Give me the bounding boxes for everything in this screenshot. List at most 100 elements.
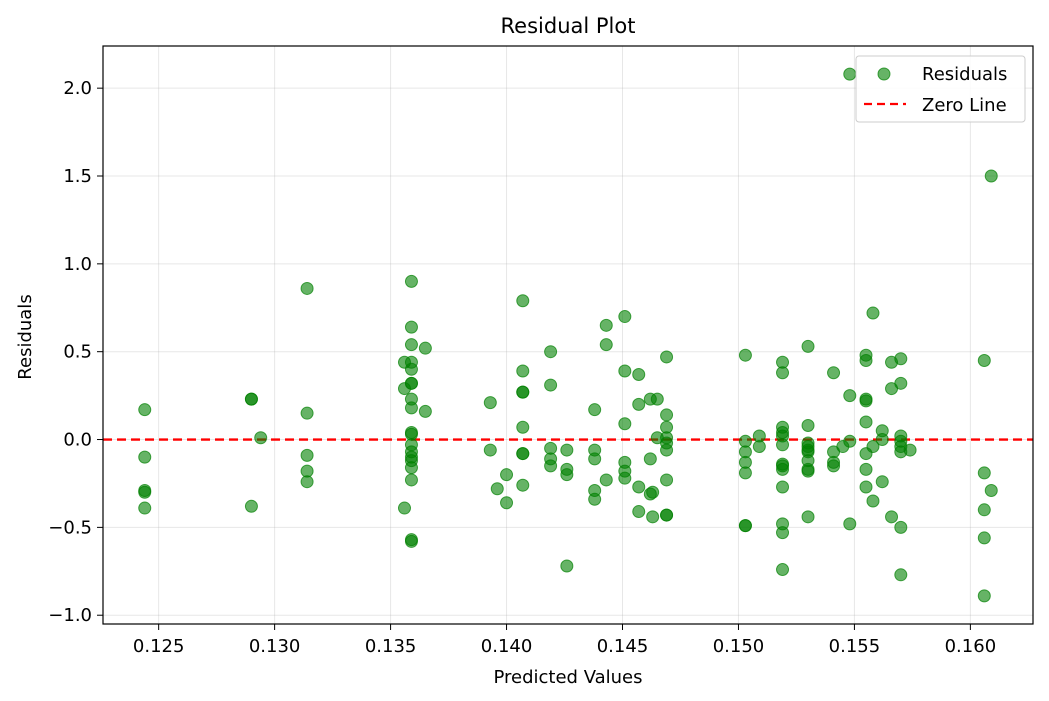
x-tick-label: 0.140 — [481, 636, 533, 657]
residual-point — [738, 466, 752, 480]
residual-point — [632, 505, 646, 519]
legend: Residuals Zero Line — [855, 55, 1026, 123]
legend-label-zero-line: Zero Line — [922, 95, 1007, 116]
residual-point — [254, 431, 268, 445]
residual-point — [977, 531, 991, 545]
residual-point — [516, 294, 530, 308]
residual-point — [300, 281, 314, 295]
residual-point — [404, 362, 418, 376]
x-axis-label: Predicted Values — [493, 667, 642, 688]
residual-point — [516, 447, 530, 461]
residual-point — [843, 389, 857, 403]
residual-point — [894, 520, 908, 534]
residual-point — [646, 510, 660, 524]
residual-point — [977, 466, 991, 480]
residual-point — [776, 480, 790, 494]
residual-point — [843, 434, 857, 448]
residual-point — [404, 338, 418, 352]
residual-point — [404, 376, 418, 390]
residual-point — [599, 318, 613, 332]
legend-box — [855, 55, 1026, 123]
residual-point — [632, 397, 646, 411]
residual-point — [516, 385, 530, 399]
residual-point — [866, 440, 880, 454]
residual-point — [618, 417, 632, 431]
residual-point — [560, 443, 574, 457]
residual-point — [544, 345, 558, 359]
residual-point — [490, 482, 504, 496]
residual-point — [404, 473, 418, 487]
residual-point — [599, 338, 613, 352]
residual-point — [875, 433, 889, 447]
residual-point — [776, 462, 790, 476]
residual-point — [404, 401, 418, 415]
residual-point — [660, 473, 674, 487]
residual-point — [903, 443, 917, 457]
residual-point — [894, 376, 908, 390]
residual-point — [738, 348, 752, 362]
residual-point — [843, 517, 857, 531]
residual-point — [500, 468, 514, 482]
residual-point — [300, 406, 314, 420]
residual-point — [300, 448, 314, 462]
residual-point — [660, 350, 674, 364]
x-tick-label: 0.150 — [713, 636, 765, 657]
residual-point — [801, 510, 815, 524]
residual-point — [618, 471, 632, 485]
residual-point — [404, 534, 418, 548]
residual-point — [244, 392, 258, 406]
residual-point — [885, 510, 899, 524]
y-tick-label: 1.5 — [63, 166, 92, 187]
plot-frame — [102, 45, 1034, 625]
residual-point — [544, 378, 558, 392]
residual-point — [588, 452, 602, 466]
residual-point — [138, 403, 152, 417]
x-tick-label: 0.130 — [249, 636, 301, 657]
legend-marker-residuals — [877, 67, 891, 81]
y-tick-label: −0.5 — [48, 517, 92, 538]
residual-point — [776, 438, 790, 452]
residual-point — [244, 499, 258, 513]
y-axis-ticks: −1.0 −0.5 0.0 0.5 1.0 1.5 2.0 — [48, 78, 103, 626]
residual-point — [977, 353, 991, 367]
residual-point — [483, 443, 497, 457]
residual-point — [660, 408, 674, 422]
residual-point — [660, 443, 674, 457]
x-tick-label: 0.160 — [945, 636, 997, 657]
residual-point — [500, 496, 514, 510]
scatter-points — [138, 67, 998, 603]
residual-point — [397, 501, 411, 515]
residual-point — [544, 459, 558, 473]
residual-point — [801, 464, 815, 478]
residual-point — [483, 396, 497, 410]
residual-point — [859, 415, 873, 429]
residual-point — [866, 306, 880, 320]
residual-point — [843, 67, 857, 81]
residual-point — [984, 169, 998, 183]
residual-point — [894, 352, 908, 366]
residual-point — [977, 589, 991, 603]
residual-point — [632, 368, 646, 382]
residual-point — [300, 475, 314, 489]
residual-point — [404, 274, 418, 288]
residual-point — [866, 494, 880, 508]
y-tick-label: 0.0 — [63, 430, 92, 451]
residual-point — [418, 404, 432, 418]
residual-point — [752, 440, 766, 454]
residual-point — [859, 353, 873, 367]
residual-point — [984, 483, 998, 497]
x-tick-label: 0.125 — [133, 636, 185, 657]
residual-point — [138, 485, 152, 499]
residual-point — [516, 478, 530, 492]
residual-point — [560, 468, 574, 482]
residual-point — [859, 480, 873, 494]
chart-title: Residual Plot — [501, 14, 636, 38]
residual-point — [632, 480, 646, 494]
residual-point — [801, 339, 815, 353]
residual-point — [560, 559, 574, 573]
residual-point — [859, 462, 873, 476]
residual-point — [827, 459, 841, 473]
residual-point — [859, 392, 873, 406]
residual-point — [801, 418, 815, 432]
residual-point — [827, 366, 841, 380]
